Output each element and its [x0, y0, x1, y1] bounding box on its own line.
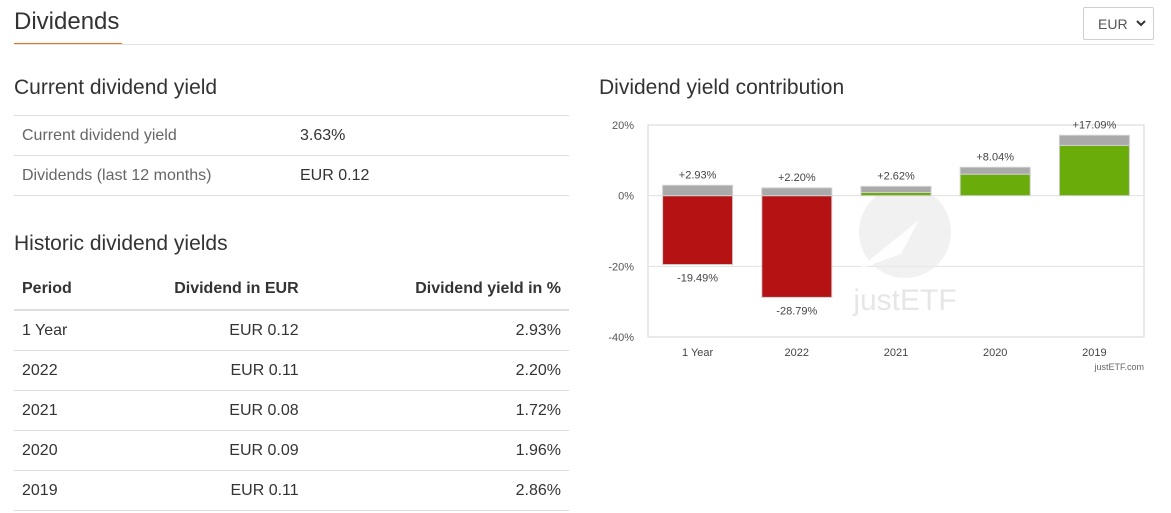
dividend-yield-chart: 20% 0% -20% -40% justETF +2.93% -19.49% 1 Year +… — [608, 119, 1145, 372]
row-label: Dividends (last 12 months) — [14, 155, 292, 196]
table-row: 2019 EUR 0.11 2.86% — [14, 470, 569, 511]
price-bar — [959, 173, 1031, 197]
price-bar — [1058, 144, 1130, 197]
x-tick-label: 2020 — [983, 347, 1007, 359]
table-row: 1 Year EUR 0.12 2.93% — [14, 310, 569, 351]
period-cell: 2022 — [14, 350, 121, 391]
table-header-row: Period Dividend in EUR Dividend yield in… — [14, 268, 569, 311]
price-value-label: -19.49% — [677, 273, 718, 285]
table-row: 2020 EUR 0.09 1.96% — [14, 430, 569, 471]
page-title: Dividends — [14, 8, 120, 35]
y-tick-label: 20% — [612, 120, 634, 132]
currency-select-value: EUR — [1098, 15, 1128, 32]
row-label: Current dividend yield — [14, 115, 292, 156]
table-row: Dividends (last 12 months) EUR 0.12 — [14, 155, 569, 196]
period-cell: 2019 — [14, 470, 121, 511]
x-tick-label: 2021 — [884, 347, 908, 359]
yield-cell: 1.96% — [306, 430, 569, 471]
dividend-bar — [860, 185, 932, 193]
total-value-label: +2.20% — [778, 172, 816, 184]
total-value-label: +8.04% — [976, 151, 1014, 163]
dividend-bar — [662, 184, 734, 197]
row-value: 3.63% — [292, 115, 569, 156]
dividend-cell: EUR 0.12 — [120, 310, 307, 351]
historic-yields-table: Period Dividend in EUR Dividend yield in… — [14, 268, 569, 511]
dividend-cell: EUR 0.11 — [120, 350, 307, 391]
chart-credit: justETF.com — [1093, 362, 1144, 372]
total-value-label: +2.93% — [679, 169, 717, 181]
table-row: 2022 EUR 0.11 2.20% — [14, 350, 569, 391]
price-bar — [761, 195, 833, 298]
yield-cell: 2.93% — [306, 310, 569, 351]
column-header-dividend: Dividend in EUR — [120, 268, 307, 311]
yield-cell: 1.72% — [306, 390, 569, 431]
dividend-cell: EUR 0.08 — [120, 390, 307, 431]
dividend-bar — [959, 166, 1031, 175]
current-yield-heading: Current dividend yield — [14, 76, 218, 99]
y-tick-label: -40% — [608, 332, 634, 344]
y-tick-label: 0% — [618, 191, 634, 203]
dividend-cell: EUR 0.11 — [120, 470, 307, 511]
x-tick-label: 2022 — [785, 347, 809, 359]
total-value-label: +2.62% — [877, 170, 915, 182]
table-row: 2021 EUR 0.08 1.72% — [14, 390, 569, 431]
current-yield-table: Current dividend yield 3.63% Dividends (… — [14, 115, 569, 196]
dividend-bar — [761, 187, 833, 197]
total-value-label: +17.09% — [1073, 119, 1117, 131]
y-tick-label: -20% — [608, 261, 634, 273]
column-header-yield: Dividend yield in % — [306, 268, 569, 311]
currency-select[interactable]: EUR — [1083, 7, 1154, 40]
period-cell: 2020 — [14, 430, 121, 471]
price-value-label: -28.79% — [776, 305, 817, 317]
x-tick-label: 2019 — [1082, 347, 1106, 359]
column-header-period: Period — [14, 268, 121, 311]
watermark-text: justETF — [852, 284, 956, 317]
historic-yields-heading: Historic dividend yields — [14, 232, 228, 255]
dividend-cell: EUR 0.09 — [120, 430, 307, 471]
dividend-bar — [1058, 134, 1130, 146]
period-cell: 2021 — [14, 390, 121, 431]
row-value: EUR 0.12 — [292, 155, 569, 196]
watermark-arrow — [857, 220, 919, 270]
price-bar — [662, 195, 734, 266]
chevron-down-icon — [1136, 20, 1146, 27]
chart-title: Dividend yield contribution — [599, 76, 845, 99]
yield-cell: 2.20% — [306, 350, 569, 391]
header-divider — [14, 44, 1154, 45]
yield-cell: 2.86% — [306, 470, 569, 511]
table-row: Current dividend yield 3.63% — [14, 115, 569, 156]
period-cell: 1 Year — [14, 310, 121, 351]
x-tick-label: 1 Year — [682, 347, 714, 359]
